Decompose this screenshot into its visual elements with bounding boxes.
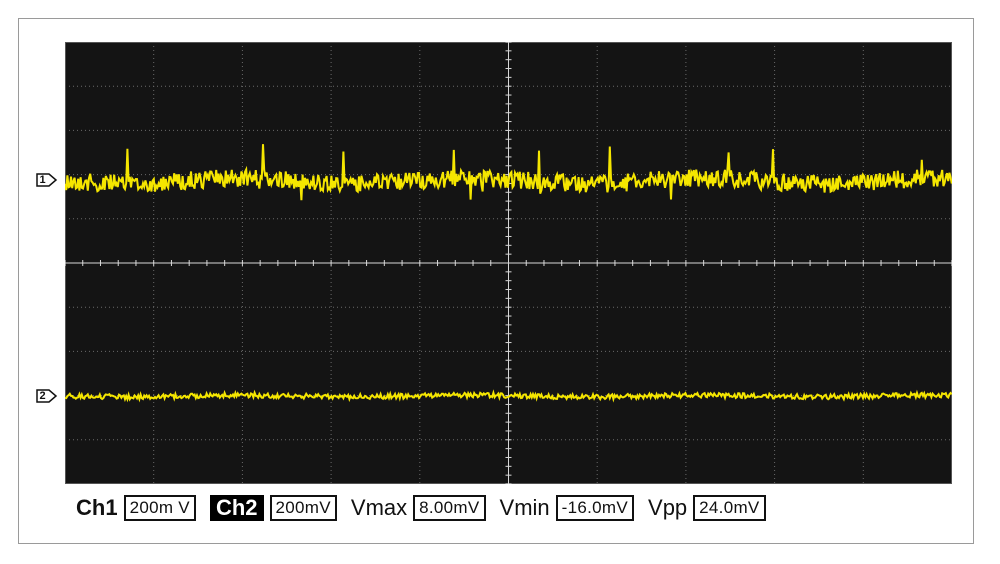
channel-1-marker: 1 [36,173,58,187]
vmin-label: Vmin [499,495,550,520]
channel-1-trace [65,144,952,201]
measurement-bar: Ch1 200m V Ch2 200mV Vmax 8.00mV Vmin -1… [76,493,780,523]
ch2-label: Ch2 [209,495,264,521]
channel-1-marker-label: 1 [39,174,46,186]
channel-2-marker: 2 [36,389,58,403]
scope-screen [65,42,952,484]
ch1-scale: 200m V [123,495,196,521]
ch2-scale: 200mV [269,495,337,521]
vpp-label: Vpp [648,495,688,520]
channel-2-trace [65,389,952,403]
vmax-label: Vmax [350,495,408,520]
vmax-value: 8.00mV [413,495,486,521]
center-axes [65,42,952,484]
vpp-value: 24.0mV [693,495,766,521]
channel-2-marker-label: 2 [39,390,46,402]
ch1-label: Ch1 [76,495,118,520]
vmin-value: -16.0mV [555,495,635,521]
scope-display [65,42,952,484]
